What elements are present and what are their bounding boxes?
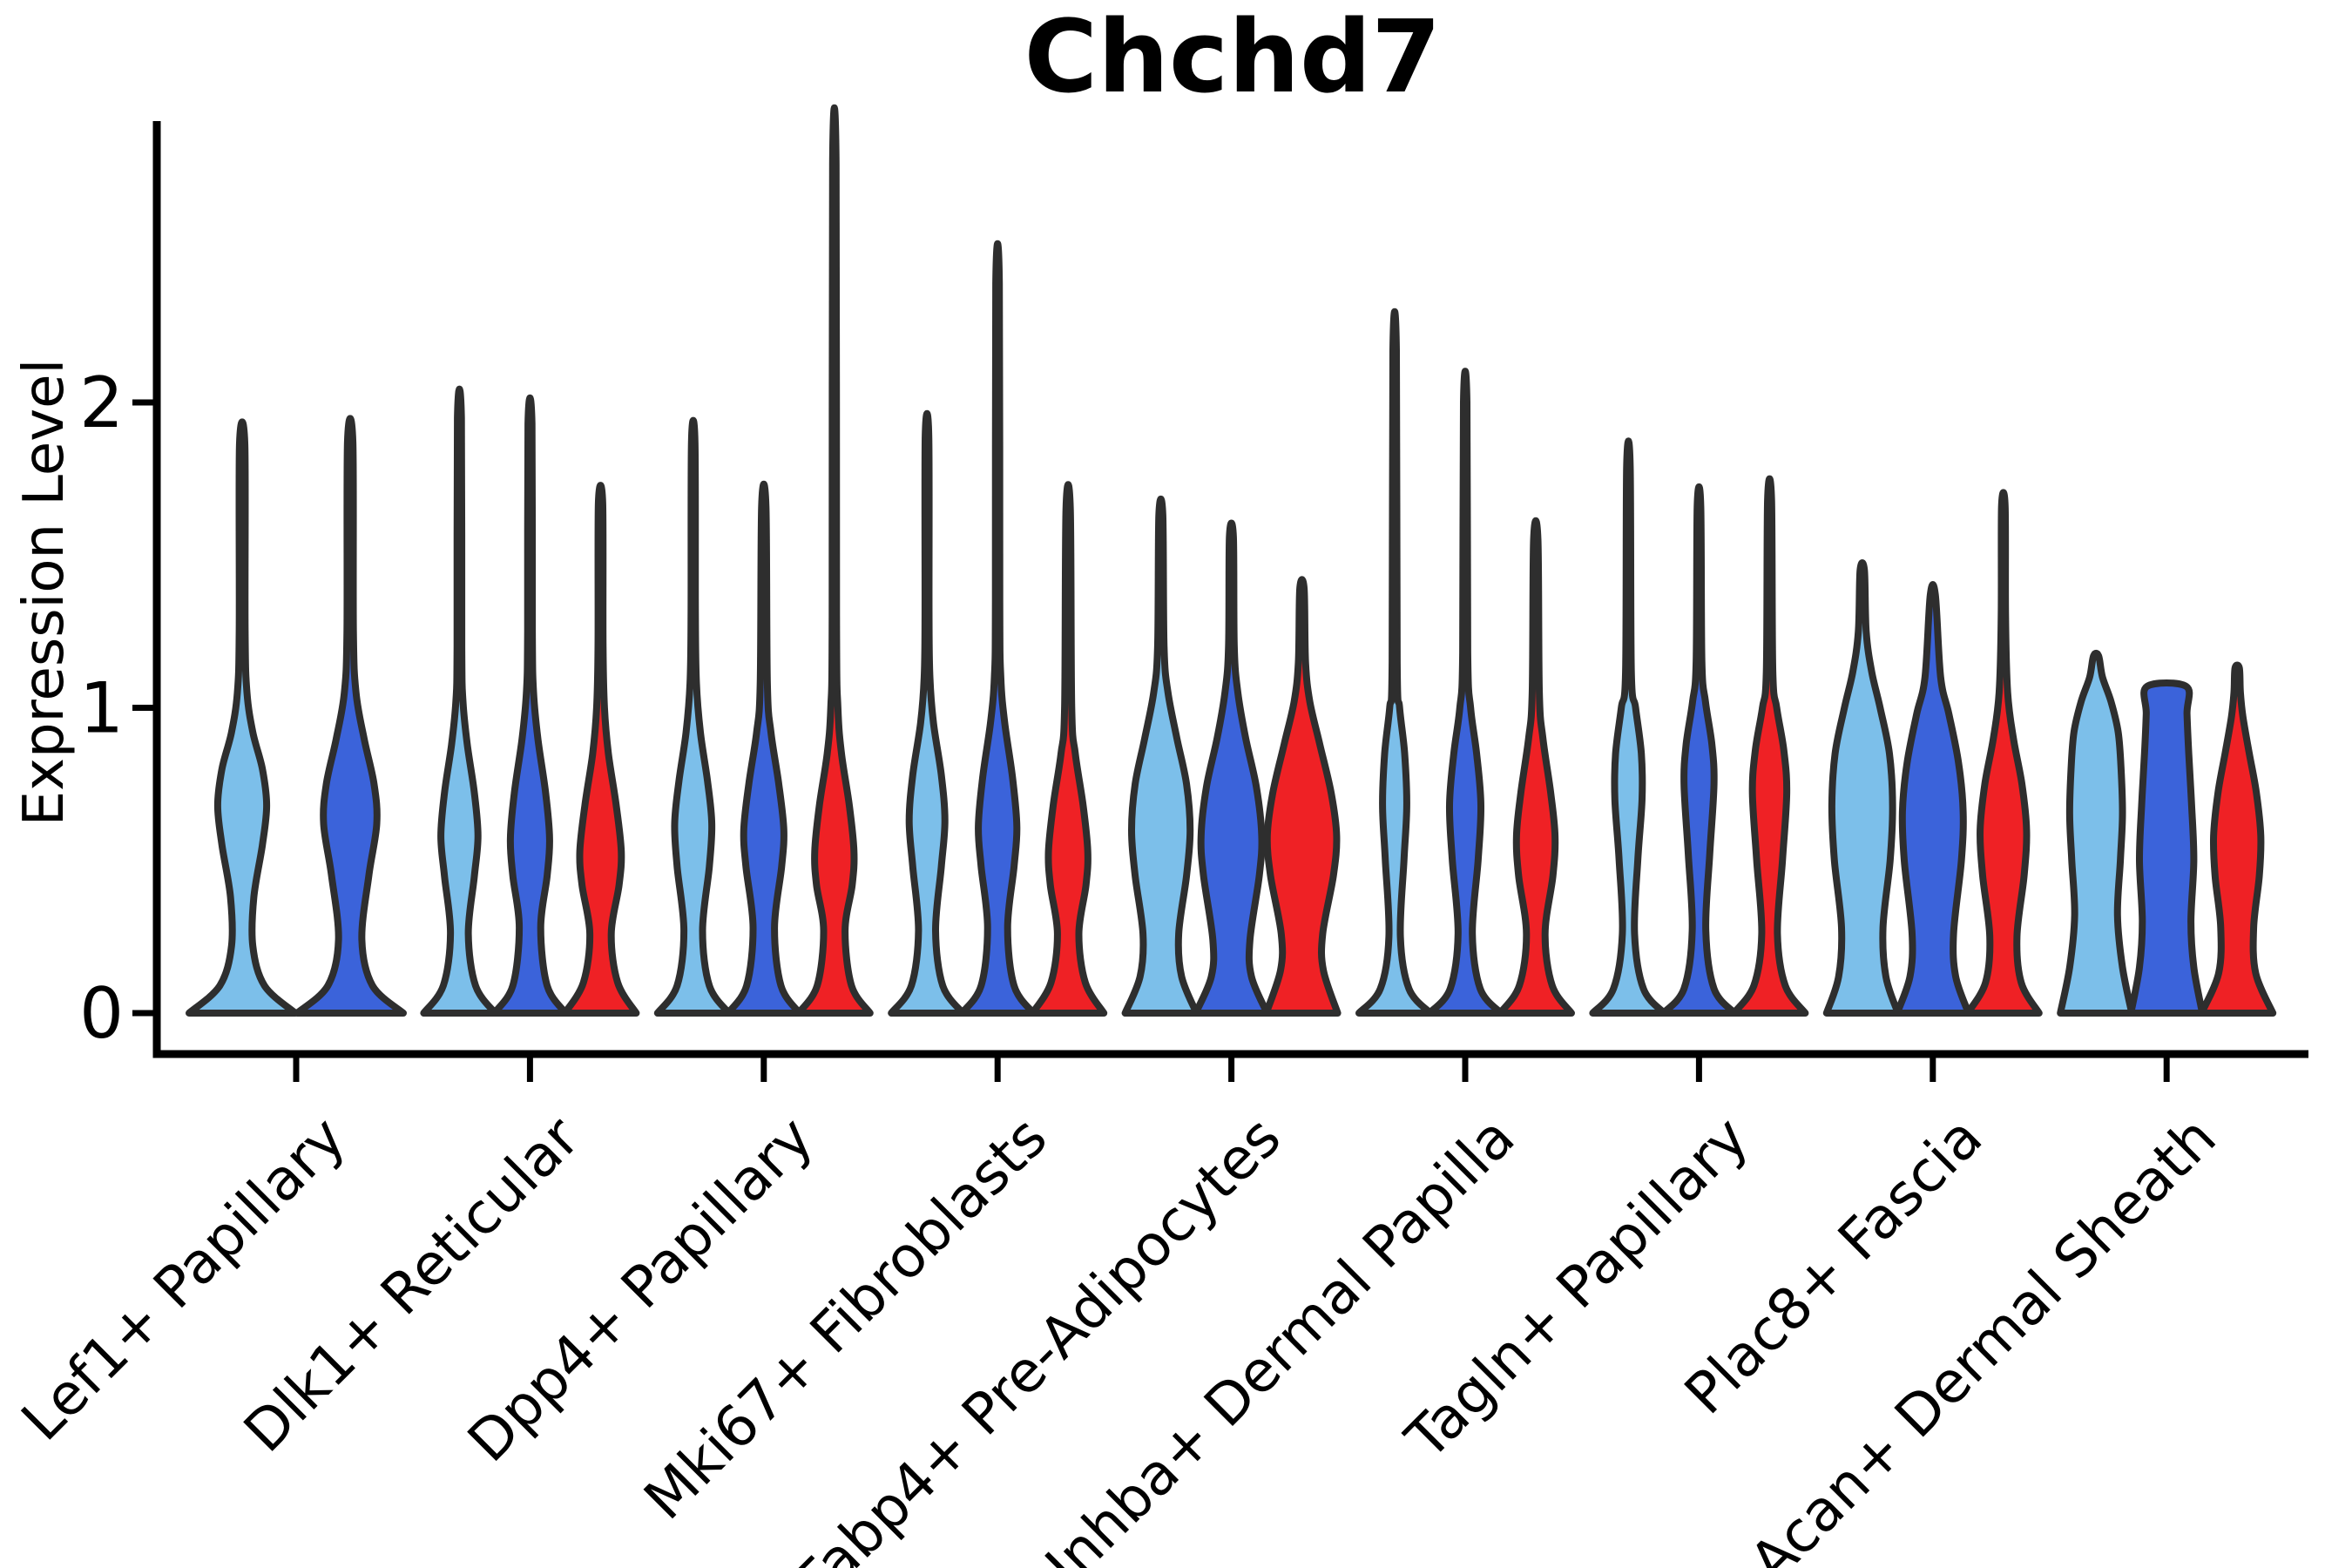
y-tick-label: 2 [79,362,124,443]
violin-mki67-fibroblasts-red [1029,481,1108,1017]
violin-mki67-fibroblasts-light_blue [888,410,967,1017]
violin-lef1-papillary-royal_blue [294,415,407,1017]
violin-dlk1-reticular-light_blue [420,385,499,1017]
violins-layer [186,104,2277,1017]
violin-inhba-dermal-papilla-light_blue [1355,308,1434,1017]
y-axis-label: Expression Level [12,359,77,827]
violin-inhba-dermal-papilla-red [1497,517,1575,1017]
violin-plac8-fascia-royal_blue [1893,580,1972,1017]
violin-mki67-fibroblasts-royal_blue [958,240,1037,1017]
violin-acan-dermal-sheath-royal_blue [2127,679,2207,1017]
violin-tagln-papillary-light_blue [1589,437,1668,1017]
y-tick-label: 0 [79,973,124,1054]
violin-fabp4-pre-adipocytes-red [1262,576,1342,1017]
violin-acan-dermal-sheath-light_blue [2057,649,2136,1017]
violin-fabp4-pre-adipocytes-light_blue [1121,495,1200,1017]
violin-tagln-papillary-red [1730,475,1809,1017]
y-tick-label: 1 [79,668,124,749]
violin-fabp4-pre-adipocytes-royal_blue [1192,519,1271,1017]
violin-dlk1-reticular-red [561,482,640,1017]
violin-plac8-fascia-red [1963,489,2043,1017]
violin-dpp4-papillary-light_blue [653,416,733,1017]
violin-dpp4-papillary-red [794,104,874,1017]
violin-tagln-papillary-royal_blue [1659,483,1739,1017]
violin-acan-dermal-sheath-red [2198,661,2277,1017]
violin-dlk1-reticular-royal_blue [490,394,570,1017]
violin-lef1-papillary-light_blue [186,418,299,1017]
x-tick-label-mki67-fibroblasts: Mki67+ Fibroblasts [632,1105,1060,1532]
violin-inhba-dermal-papilla-royal_blue [1426,368,1504,1017]
chart-title: Chchd7 [1024,0,1442,116]
violin-plac8-fascia-light_blue [1822,559,1902,1017]
violin-dpp4-papillary-royal_blue [724,481,803,1017]
x-tick-label-acan-dermal-sheath: Acan+ Dermal Sheath [1738,1105,2228,1568]
